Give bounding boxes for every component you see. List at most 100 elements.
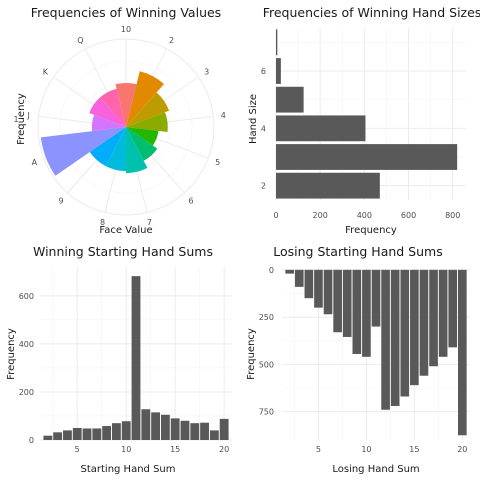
y-tick-label: 6 <box>261 67 266 76</box>
y-tick-label: 0 <box>269 266 274 275</box>
bar-sum-16 <box>181 421 190 440</box>
y-tick-label: 500 <box>259 360 274 369</box>
bar-sum-17 <box>190 423 199 440</box>
bar-sum-12 <box>381 270 390 410</box>
y-tick-label: 250 <box>259 313 274 322</box>
bar-sum-11 <box>132 276 141 440</box>
bar-sum-4 <box>305 270 314 298</box>
y-tick-label: 600 <box>19 292 34 301</box>
angular-tick-label: 10 <box>121 25 131 34</box>
bar-sum-8 <box>343 270 352 337</box>
bar-sum-9 <box>353 270 362 354</box>
bar-sum-2 <box>43 436 52 440</box>
x-tick-label: 10 <box>361 445 371 454</box>
bar-sum-19 <box>448 270 457 348</box>
angular-tick-label: 6 <box>188 196 193 205</box>
x-axis-label: Frequency <box>345 225 397 236</box>
bar-sum-5 <box>73 428 82 440</box>
bar-sum-12 <box>141 409 150 440</box>
bar-sum-9 <box>112 423 121 440</box>
bar-sum-10 <box>122 421 131 440</box>
bar-hand-size-4 <box>276 115 365 141</box>
bar-sum-16 <box>420 270 429 376</box>
bar-sum-5 <box>314 270 323 308</box>
y-tick-label: 0 <box>29 436 34 445</box>
bar-sum-10 <box>362 270 371 357</box>
bar-sum-15 <box>410 270 419 385</box>
x-tick-label: 5 <box>316 445 321 454</box>
panel-title: Frequencies of Winning Values <box>31 5 221 20</box>
bar-sum-3 <box>295 270 304 287</box>
bar-sum-17 <box>429 270 438 366</box>
bar-sum-19 <box>210 430 219 440</box>
x-tick-label: 600 <box>401 211 416 220</box>
y-tick-label: 400 <box>19 340 34 349</box>
bar-sum-6 <box>83 428 92 440</box>
bar-hand-size-5 <box>276 87 304 113</box>
y-tick-label: 750 <box>259 408 274 417</box>
panel-winning-hand-sizes: Frequencies of Winning Hand Sizes Freque… <box>248 5 480 236</box>
panel-winning-starting-sums: Winning Starting Hand Sums Starting Hand… <box>6 244 232 475</box>
angular-tick-label: 3 <box>204 67 209 76</box>
angular-tick-label: A <box>32 158 38 167</box>
panel-title: Winning Starting Hand Sums <box>33 244 213 259</box>
x-tick-label: 15 <box>170 445 180 454</box>
bar-sum-7 <box>333 270 342 332</box>
x-tick-label: 400 <box>357 211 372 220</box>
angular-tick-label: K <box>43 67 49 76</box>
bar-sum-14 <box>161 415 170 440</box>
x-axis-label: Starting Hand Sum <box>80 464 175 475</box>
angular-tick-label: J <box>27 111 30 120</box>
bar-sum-20 <box>220 419 229 440</box>
bar-sum-14 <box>400 270 409 397</box>
bar-sum-18 <box>200 423 209 440</box>
bar-hand-size-7 <box>276 29 277 55</box>
x-tick-label: 5 <box>75 445 80 454</box>
bar-sum-11 <box>372 270 381 327</box>
bar-sum-8 <box>102 426 111 440</box>
bar-sum-3 <box>53 432 62 440</box>
panel-title: Frequencies of Winning Hand Sizes <box>263 5 480 20</box>
x-tick-label: 10 <box>121 445 131 454</box>
bar-sum-18 <box>439 270 448 357</box>
angular-tick-label: 9 <box>58 196 63 205</box>
bar-sum-7 <box>92 428 101 440</box>
angular-tick-label: 2 <box>169 36 174 45</box>
bar-hand-size-6 <box>276 58 281 84</box>
y-tick-label: 2 <box>261 182 266 191</box>
bars <box>285 270 466 435</box>
x-tick-label: 0 <box>273 211 278 220</box>
angular-tick-label: 7 <box>147 218 152 227</box>
bar-sum-13 <box>391 270 400 406</box>
x-tick-label: 200 <box>313 211 328 220</box>
y-tick-label: 4 <box>261 124 266 133</box>
x-tick-label: 800 <box>445 211 460 220</box>
angular-tick-label: Q <box>77 36 83 45</box>
panel-title: Losing Starting Hand Sums <box>273 244 442 259</box>
bar-hand-size-2 <box>276 173 380 199</box>
angular-tick-label: 5 <box>215 158 220 167</box>
bars <box>43 276 228 440</box>
x-tick-label: 20 <box>457 445 467 454</box>
y-axis-label: Frequency <box>6 328 17 380</box>
x-tick-label: 15 <box>409 445 419 454</box>
bar-sum-15 <box>171 418 180 440</box>
bar-sum-13 <box>151 412 160 440</box>
bar-sum-6 <box>324 270 333 314</box>
x-axis-label: Losing Hand Sum <box>332 464 419 475</box>
angular-tick-label: 8 <box>100 218 105 227</box>
y-axis-label: Frequency <box>246 328 257 380</box>
y-tick-label: 200 <box>19 388 34 397</box>
x-tick-label: 20 <box>219 445 229 454</box>
bars <box>276 29 457 198</box>
x-axis-label: Face Value <box>99 225 152 236</box>
bar-sum-20 <box>458 270 467 435</box>
bar-sum-2 <box>285 270 294 274</box>
panel-winning-values: Frequencies of Winning Values Face Value… <box>13 5 225 236</box>
angular-tick-label: 4 <box>221 111 226 120</box>
bar-hand-size-3 <box>276 144 457 170</box>
y-axis-label: Hand Size <box>248 94 259 144</box>
panel-losing-starting-sums: Losing Starting Hand Sums Losing Hand Su… <box>246 244 470 475</box>
